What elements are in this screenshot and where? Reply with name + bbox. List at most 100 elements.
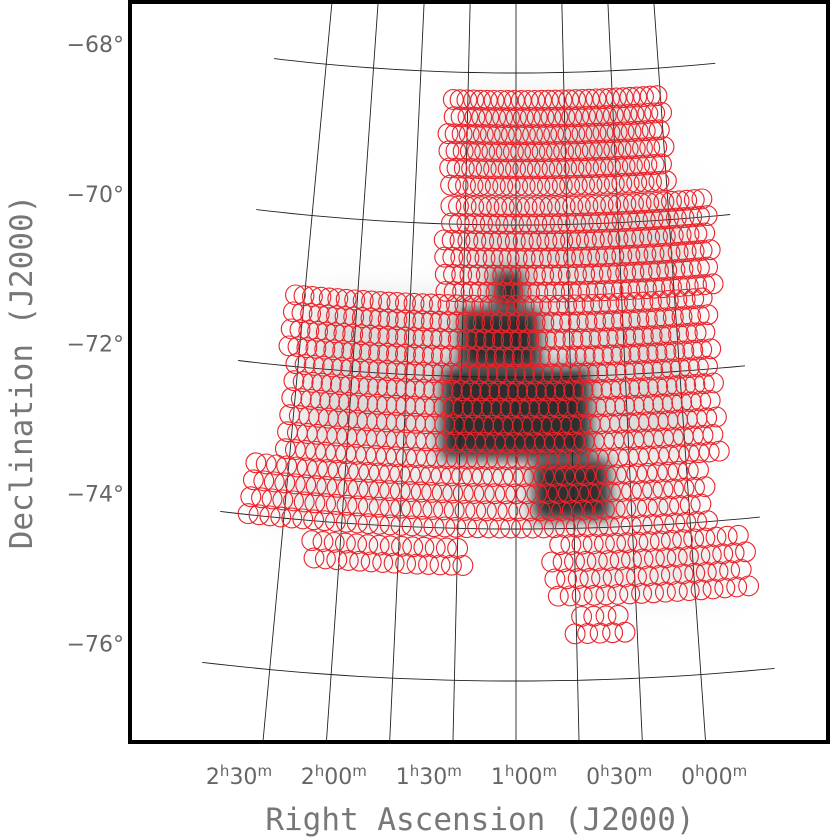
field-circle [296, 457, 318, 479]
field-circle [589, 139, 610, 161]
field-circle [604, 395, 626, 417]
field-circle [459, 140, 481, 162]
field-circle [524, 141, 546, 163]
field-circle [327, 288, 349, 310]
field-circle [541, 213, 563, 235]
field-circle [340, 357, 362, 379]
field-circle [668, 190, 690, 212]
field-circle [423, 396, 445, 418]
field-circle [445, 294, 467, 316]
field-circle [303, 509, 325, 531]
field-circle [688, 257, 710, 279]
field-circle [576, 311, 598, 333]
field-circle [646, 462, 668, 484]
field-circle [641, 119, 663, 141]
field-circle [588, 327, 610, 349]
field-circle [471, 397, 493, 419]
field-circle [590, 293, 612, 315]
field-circle [574, 263, 596, 285]
field-circle [600, 194, 622, 216]
field-circle [544, 281, 566, 303]
field-circle [346, 533, 368, 555]
field-circle [694, 222, 716, 244]
y-tick-labels: −68° −70° −72° −74° −76° [67, 33, 124, 657]
field-circle [283, 370, 305, 392]
field-circle [469, 380, 491, 402]
field-circle [556, 568, 578, 590]
field-circle [611, 210, 633, 232]
field-circle [279, 404, 301, 426]
field-circle [681, 206, 703, 228]
field-circle [550, 123, 572, 145]
field-circle [642, 359, 664, 381]
field-circle [569, 281, 591, 302]
field-circle [475, 500, 497, 522]
field-circle [389, 480, 411, 502]
field-circle [448, 195, 469, 217]
field-circle [623, 261, 645, 283]
field-circle [511, 517, 532, 539]
field-circle [595, 245, 617, 267]
field-circle [440, 554, 462, 576]
field-circle [526, 158, 548, 180]
field-circle [420, 464, 442, 486]
field-circle [368, 513, 390, 535]
field-circle [440, 362, 462, 384]
field-circle [495, 141, 517, 163]
field-circle [603, 139, 625, 161]
field-circle [395, 326, 416, 348]
field-circle [421, 327, 443, 349]
field-circle [528, 230, 550, 252]
field-circle [554, 106, 576, 128]
field-circle [683, 240, 705, 262]
field-circle [639, 85, 661, 107]
field-circle [549, 264, 571, 286]
field-circle [403, 327, 425, 349]
field-circle [385, 394, 407, 416]
field-circle [651, 242, 673, 264]
field-circle [627, 120, 649, 142]
field-circle [678, 357, 700, 379]
field-circle [248, 504, 270, 526]
field-circle [571, 585, 593, 607]
field-circle [595, 584, 617, 606]
field-circle [420, 293, 442, 315]
field-circle [598, 293, 620, 315]
field-circle [585, 310, 607, 332]
field-circle [642, 393, 664, 415]
field-circle [442, 482, 464, 504]
field-circle [500, 124, 522, 146]
field-circle [672, 258, 694, 280]
field-circle [430, 328, 452, 350]
field-circle [493, 124, 515, 146]
field-circle [623, 360, 645, 382]
field-circle [665, 375, 687, 397]
field-circle [635, 278, 657, 300]
field-circle [360, 307, 382, 329]
field-circle [323, 531, 345, 553]
field-circle [636, 496, 658, 518]
field-circle [705, 526, 727, 548]
field-circle [669, 357, 691, 379]
field-circle [610, 344, 632, 366]
field-circle [489, 517, 511, 539]
field-circle [616, 532, 638, 554]
field-circle [680, 258, 702, 279]
field-circle [476, 89, 498, 111]
field-circle [315, 321, 337, 343]
field-circle [508, 500, 530, 522]
field-circle [284, 473, 306, 495]
field-circle [357, 376, 379, 398]
field-circle [240, 486, 262, 508]
field-circle [579, 246, 601, 268]
field-circle [547, 294, 569, 316]
field-circle [620, 121, 642, 143]
field-circle [389, 463, 411, 485]
field-circle [451, 380, 473, 402]
field-circle [499, 175, 521, 197]
field-circle [454, 294, 476, 316]
field-circle [510, 90, 532, 111]
field-circle [596, 173, 618, 195]
field-circle [505, 483, 527, 505]
field-circle [615, 262, 637, 284]
